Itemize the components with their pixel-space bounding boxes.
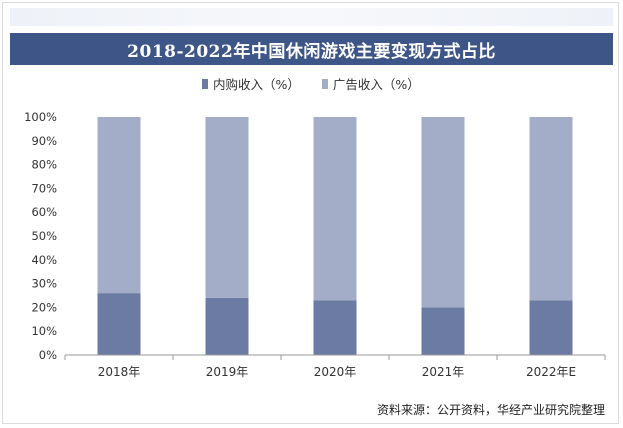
x-tick-label: 2019年 xyxy=(206,365,249,379)
y-tick-label: 60% xyxy=(31,205,57,219)
bars-group xyxy=(97,117,573,355)
bar-segment-inapp xyxy=(529,300,573,355)
x-tick-label: 2018年 xyxy=(98,365,141,379)
legend-item-inapp: 内购收入（%） xyxy=(202,74,300,93)
header-decoration xyxy=(10,8,613,26)
x-axis: 2018年 2019年 2020年 2021年 2022年E xyxy=(64,354,606,379)
legend-item-ads: 广告收入（%） xyxy=(321,74,420,93)
bar-segment-ads xyxy=(421,117,465,308)
y-axis: 0% 10% 20% 30% 40% 50% 60% 70% 80% 90% 100% xyxy=(24,110,57,362)
bar-segment-ads xyxy=(529,117,573,301)
bar-segment-inapp xyxy=(97,293,141,355)
bar-segment-inapp xyxy=(421,307,465,355)
legend: 内购收入（%） 广告收入（%） xyxy=(202,74,420,93)
y-tick-label: 90% xyxy=(31,134,57,148)
y-tick-label: 80% xyxy=(31,158,57,172)
bar-segment-inapp xyxy=(205,297,249,355)
y-tick-label: 30% xyxy=(31,277,57,291)
legend-label-inapp: 内购收入（%） xyxy=(213,77,300,92)
bar-segment-inapp xyxy=(313,300,357,355)
legend-label-ads: 广告收入（%） xyxy=(332,77,420,92)
x-tick-label: 2021年 xyxy=(422,365,465,379)
x-tick-label: 2020年 xyxy=(314,365,357,379)
y-tick-label: 100% xyxy=(24,110,57,124)
y-tick-label: 0% xyxy=(39,348,57,362)
legend-swatch-ads xyxy=(321,78,328,89)
x-tick-label: 2022年E xyxy=(526,365,576,379)
bar-segment-ads xyxy=(205,117,249,298)
legend-swatch-inapp xyxy=(202,78,208,89)
source-note: 资料来源：公开资料，华经产业研究院整理 xyxy=(376,403,605,417)
title-bar: 2018-2022年中国休闲游戏主要变现方式占比 xyxy=(10,33,613,65)
bar-segment-ads xyxy=(313,117,357,301)
y-tick-label: 10% xyxy=(31,324,57,338)
y-tick-label: 50% xyxy=(31,229,57,243)
y-tick-label: 20% xyxy=(31,300,57,314)
y-tick-label: 40% xyxy=(31,253,57,267)
chart-title: 2018-2022年中国休闲游戏主要变现方式占比 xyxy=(127,41,496,62)
y-tick-label: 70% xyxy=(31,181,57,195)
bar-segment-ads xyxy=(97,117,141,294)
